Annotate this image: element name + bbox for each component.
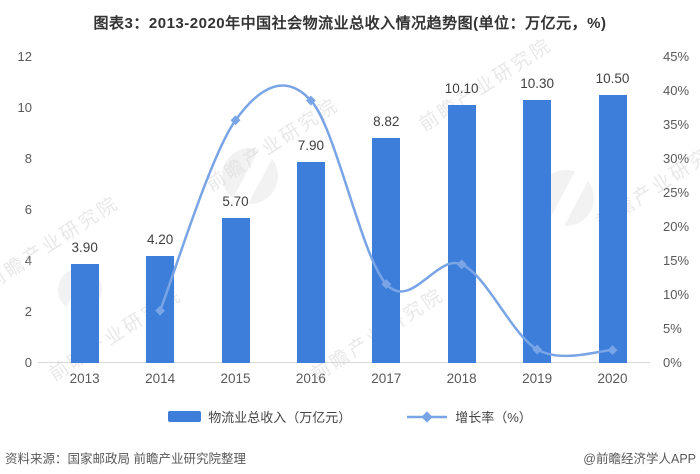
bar-swatch-icon	[168, 411, 202, 422]
legend-line-label: 增长率（%）	[455, 410, 532, 425]
y-axis-tick-right: 10%	[663, 287, 690, 302]
bar-value-label: 4.20	[146, 231, 174, 247]
footer: 资料来源：国家邮政局 前瞻产业研究院整理 @前瞻经济学人APP	[0, 446, 700, 468]
x-axis-label: 2013	[69, 371, 100, 386]
y-axis-tick-left: 0	[24, 355, 32, 370]
line-swatch-icon	[407, 410, 448, 423]
y-axis-tick-right: 15%	[663, 253, 690, 268]
x-axis-label: 2019	[522, 371, 553, 386]
app-credit: @前瞻经济学人APP	[583, 452, 696, 466]
line-marker	[305, 95, 316, 106]
y-axis-tick-right: 30%	[663, 151, 690, 166]
y-axis-tick-right: 25%	[663, 185, 690, 200]
x-axis-label: 2018	[446, 371, 477, 386]
x-axis-label: 2017	[371, 371, 402, 386]
bar	[598, 95, 627, 363]
x-axis-label: 2016	[295, 371, 326, 386]
x-axis-line	[38, 362, 650, 363]
y-axis-tick-left: 8	[24, 151, 32, 166]
bar	[523, 100, 552, 363]
y-axis-tick-right: 20%	[663, 219, 690, 234]
bar	[70, 263, 99, 363]
y-axis-tick-left: 4	[24, 253, 32, 268]
legend-item-bar: 物流业总收入（万亿元）	[168, 407, 351, 426]
legend-item-line: 增长率（%）	[406, 407, 532, 426]
y-axis-tick-left: 6	[24, 202, 32, 217]
y-axis-tick-left: 12	[17, 49, 32, 64]
x-axis-label: 2020	[597, 371, 628, 386]
bar	[296, 161, 325, 363]
legend-bar-label: 物流业总收入（万亿元）	[208, 410, 352, 425]
bar-value-label: 10.10	[444, 81, 479, 97]
y-axis-tick-left: 10	[17, 100, 32, 115]
bar-value-label: 7.90	[297, 137, 325, 153]
bar	[447, 105, 476, 363]
bar	[221, 217, 250, 363]
y-axis-tick-left: 2	[24, 304, 32, 319]
y-axis-tick-right: 40%	[663, 83, 690, 98]
line-marker	[230, 115, 241, 126]
bar	[372, 138, 401, 363]
bar-value-label: 10.50	[595, 71, 630, 87]
x-axis-label: 2014	[145, 371, 176, 386]
y-axis-tick-right: 35%	[663, 117, 690, 132]
chart-title: 图表3：2013-2020年中国社会物流业总收入情况趋势图(单位：万亿元，%)	[93, 15, 607, 32]
x-axis-label: 2015	[220, 371, 251, 386]
source-note: 资料来源：国家邮政局 前瞻产业研究院整理	[5, 452, 246, 466]
bar-value-label: 10.30	[520, 76, 554, 92]
bar-value-label: 3.90	[71, 239, 98, 255]
y-axis-tick-right: 45%	[663, 49, 690, 64]
legend: 物流业总收入（万亿元） 增长率（%）	[0, 407, 700, 426]
bar	[146, 255, 175, 363]
bar-value-label: 8.82	[373, 114, 400, 130]
y-axis-tick-right: 0%	[663, 355, 682, 370]
y-axis-tick-right: 5%	[663, 321, 682, 336]
bar-value-label: 5.70	[222, 193, 249, 209]
